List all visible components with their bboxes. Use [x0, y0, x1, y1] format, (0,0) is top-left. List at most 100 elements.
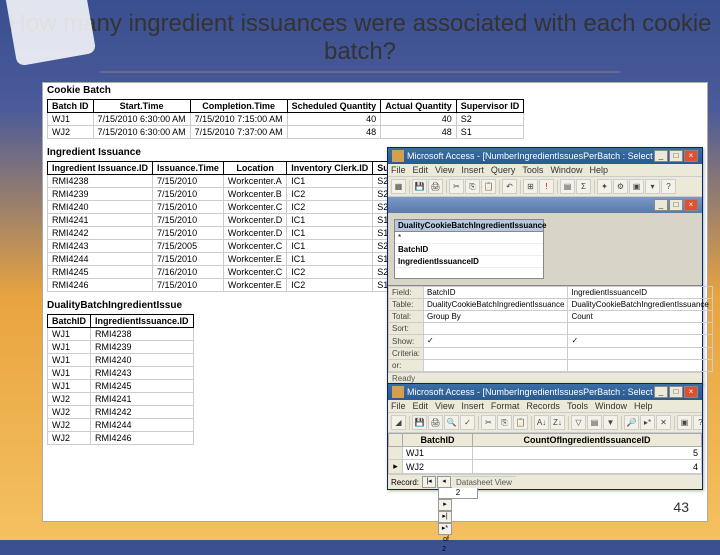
- properties-icon[interactable]: ✦: [597, 179, 612, 194]
- sort-desc-icon[interactable]: Z↓: [550, 415, 565, 430]
- save-icon[interactable]: 💾: [412, 415, 427, 430]
- find-icon[interactable]: 🔎: [624, 415, 639, 430]
- menu-item[interactable]: Window: [550, 165, 582, 175]
- menu-item[interactable]: Records: [526, 401, 560, 411]
- record-navigator[interactable]: Record: |◂ ◂ 2 ▸ ▸| ▸* of 2 Datasheet Vi…: [388, 474, 702, 489]
- db-window-icon[interactable]: ▣: [677, 415, 692, 430]
- record-position[interactable]: 2: [438, 487, 478, 499]
- grid-cell[interactable]: Group By: [424, 311, 568, 323]
- design-grid[interactable]: Field:BatchIDIngredientIssuanceIDTable:D…: [388, 285, 702, 372]
- menu-item[interactable]: Edit: [413, 165, 429, 175]
- print-icon[interactable]: 🖨: [428, 179, 443, 194]
- filter-form-icon[interactable]: ▤: [587, 415, 602, 430]
- menu-item[interactable]: Tools: [567, 401, 588, 411]
- spell-icon[interactable]: ✓: [460, 415, 475, 430]
- delete-record-icon[interactable]: ✕: [656, 415, 671, 430]
- grid-cell[interactable]: [568, 323, 712, 335]
- copy-icon[interactable]: ⎘: [465, 179, 480, 194]
- menu-item[interactable]: File: [391, 401, 406, 411]
- field-item[interactable]: BatchID: [395, 244, 543, 256]
- apply-filter-icon[interactable]: ▼: [603, 415, 618, 430]
- column-header: Batch ID: [48, 100, 94, 113]
- menu-item[interactable]: Help: [589, 165, 608, 175]
- close-button[interactable]: ×: [684, 386, 698, 398]
- design-menubar[interactable]: File Edit View Insert Query Tools Window Help: [388, 164, 702, 177]
- menu-item[interactable]: Query: [491, 165, 516, 175]
- record-label: Record:: [391, 478, 419, 487]
- nav-prev-icon[interactable]: ◂ 2 ▸ ▸| ▸* of 2: [437, 476, 451, 488]
- menu-item[interactable]: View: [435, 165, 454, 175]
- column-header[interactable]: BatchID: [403, 434, 473, 447]
- design-toolbar[interactable]: ▦ 💾 🖨 ✂ ⎘ 📋 ↶ ⊞ ! ▤ Σ ✦ ⚙ ▣ ▾ ?: [388, 177, 702, 197]
- inner-close[interactable]: ×: [684, 199, 698, 211]
- view-icon[interactable]: ▦: [391, 179, 406, 194]
- nav-next-icon[interactable]: ▸: [438, 499, 452, 511]
- cut-icon[interactable]: ✂: [449, 179, 464, 194]
- query-type-icon[interactable]: ⊞: [523, 179, 538, 194]
- new-record-icon[interactable]: ▸*: [640, 415, 655, 430]
- grid-cell[interactable]: [424, 360, 568, 372]
- menu-item[interactable]: Format: [491, 401, 520, 411]
- inner-min[interactable]: _: [654, 199, 668, 211]
- result-toolbar[interactable]: ◢ 💾 🖨 🔍 ✓ ✂ ⎘ 📋 A↓ Z↓ ▽ ▤ ▼ 🔎 ▸* ✕ ▣ ?: [388, 413, 702, 433]
- build-icon[interactable]: ⚙: [613, 179, 628, 194]
- maximize-button[interactable]: □: [669, 386, 683, 398]
- help-icon[interactable]: ?: [661, 179, 676, 194]
- grid-cell[interactable]: [424, 348, 568, 360]
- table-row: WJ1RMI4239: [48, 341, 194, 354]
- maximize-button[interactable]: □: [669, 150, 683, 162]
- grid-cell[interactable]: BatchID: [424, 287, 568, 299]
- menu-item[interactable]: Help: [634, 401, 653, 411]
- menu-item[interactable]: Edit: [413, 401, 429, 411]
- result-titlebar: Microsoft Access - [NumberIngredientIssu…: [388, 384, 702, 400]
- menu-item[interactable]: File: [391, 165, 406, 175]
- nav-first-icon[interactable]: |◂: [422, 476, 436, 488]
- preview-icon[interactable]: 🔍: [444, 415, 459, 430]
- undo-icon[interactable]: ↶: [502, 179, 517, 194]
- menu-item[interactable]: Tools: [522, 165, 543, 175]
- menu-item[interactable]: Insert: [461, 165, 484, 175]
- minimize-button[interactable]: _: [654, 386, 668, 398]
- result-menubar[interactable]: File Edit View Insert Format Records Tools Wind…: [388, 400, 702, 413]
- nav-last-icon[interactable]: ▸|: [438, 511, 452, 523]
- paste-icon[interactable]: 📋: [513, 415, 528, 430]
- db-window-icon[interactable]: ▣: [629, 179, 644, 194]
- grid-cell[interactable]: [568, 348, 712, 360]
- grid-cell[interactable]: IngredientIssuanceID: [568, 287, 712, 299]
- filter-icon[interactable]: ▽: [571, 415, 586, 430]
- show-table-icon[interactable]: ▤: [560, 179, 575, 194]
- cut-icon[interactable]: ✂: [481, 415, 496, 430]
- grid-cell[interactable]: Count: [568, 311, 712, 323]
- field-item[interactable]: IngredientIssuanceID: [395, 256, 543, 268]
- sort-asc-icon[interactable]: A↓: [534, 415, 549, 430]
- column-header[interactable]: CountOfIngredientIssuanceID: [473, 434, 702, 447]
- grid-cell[interactable]: DualityCookieBatchIngredientIssuance: [568, 299, 712, 311]
- totals-icon[interactable]: Σ: [576, 179, 591, 194]
- run-icon[interactable]: !: [539, 179, 554, 194]
- new-object-icon[interactable]: ▾: [645, 179, 660, 194]
- inner-max[interactable]: □: [669, 199, 683, 211]
- table-row[interactable]: ▸WJ24: [389, 460, 702, 474]
- copy-icon[interactable]: ⎘: [497, 415, 512, 430]
- close-button[interactable]: ×: [684, 150, 698, 162]
- save-icon[interactable]: 💾: [412, 179, 427, 194]
- source-table-box[interactable]: DualityCookieBatchIngredientIssuance *Ba…: [394, 219, 544, 279]
- print-icon[interactable]: 🖨: [428, 415, 443, 430]
- menu-item[interactable]: View: [435, 401, 454, 411]
- nav-new-icon[interactable]: ▸*: [438, 523, 452, 535]
- field-item[interactable]: *: [395, 232, 543, 244]
- table-row: RMI42387/15/2010Workcenter.AIC1S2: [48, 175, 440, 188]
- menu-item[interactable]: Insert: [461, 401, 484, 411]
- grid-cell[interactable]: ✓: [568, 335, 712, 348]
- minimize-button[interactable]: _: [654, 150, 668, 162]
- grid-cell[interactable]: [424, 323, 568, 335]
- help-icon[interactable]: ?: [693, 415, 702, 430]
- grid-cell[interactable]: ✓: [424, 335, 568, 348]
- table-row[interactable]: WJ15: [389, 447, 702, 460]
- menu-item[interactable]: Window: [595, 401, 627, 411]
- view-icon[interactable]: ◢: [391, 415, 406, 430]
- table-row: WJ1RMI4245: [48, 380, 194, 393]
- grid-cell[interactable]: DualityCookieBatchIngredientIssuance: [424, 299, 568, 311]
- grid-cell[interactable]: [568, 360, 712, 372]
- paste-icon[interactable]: 📋: [481, 179, 496, 194]
